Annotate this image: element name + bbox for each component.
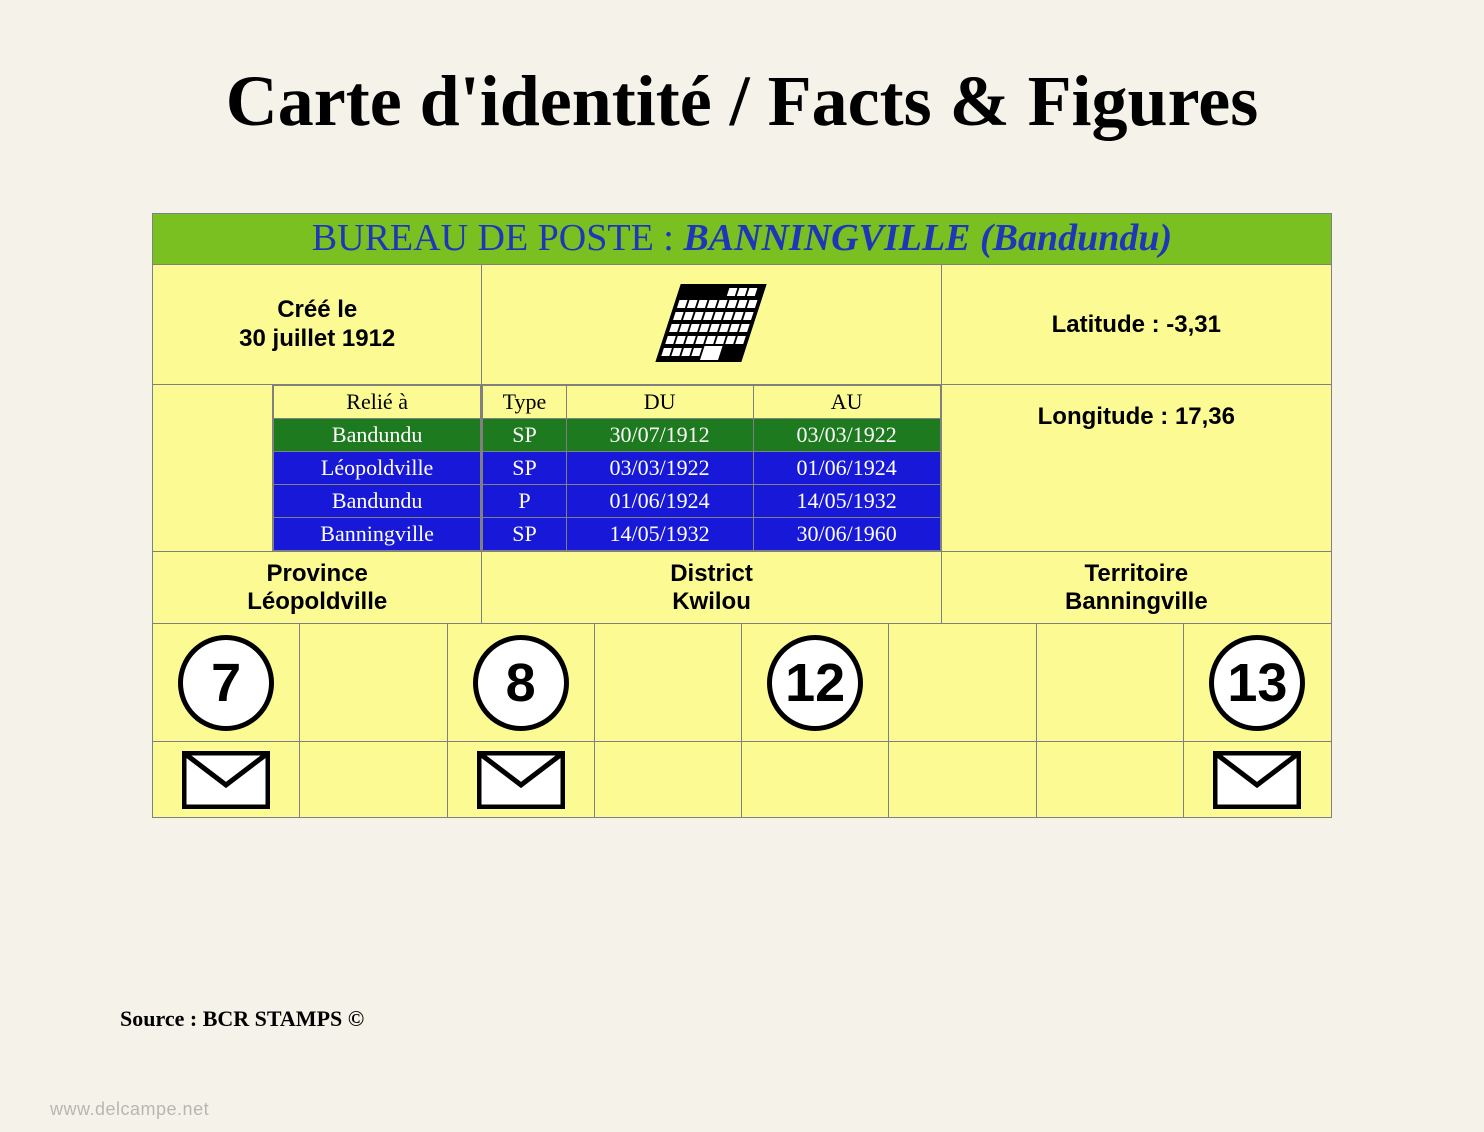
calendar-cell — [482, 265, 941, 385]
territoire-value: Banningville — [1065, 588, 1208, 616]
envelope-cell — [153, 742, 300, 818]
number-cell-empty — [595, 624, 742, 742]
row2-spacer — [153, 385, 273, 552]
number-cell: 7 — [153, 624, 300, 742]
header-prefix: BUREAU DE POSTE : — [312, 217, 684, 259]
relie-row: Bandundu — [273, 485, 481, 518]
created-line2: 30 juillet 1912 — [239, 325, 395, 354]
envelope-icon — [1213, 751, 1301, 809]
territoire-cell: Territoire Banningville — [942, 552, 1331, 624]
page-title: Carte d'identité / Facts & Figures — [60, 60, 1424, 143]
envelope-cell-empty — [742, 742, 889, 818]
district-label: District — [670, 560, 753, 588]
relie-cell: Relié à Bandundu Léopoldville Bandundu B… — [273, 385, 483, 552]
numbers-row: 7 8 12 13 — [153, 624, 1331, 742]
longitude-cell: Longitude : 17,36 — [942, 385, 1331, 552]
period-au: 30/06/1960 — [753, 518, 940, 551]
envelope-cell-empty — [889, 742, 1036, 818]
number-cell: 12 — [742, 624, 889, 742]
number-circle: 13 — [1209, 635, 1305, 731]
province-cell: Province Léopoldville — [153, 552, 482, 624]
number-circle: 7 — [178, 635, 274, 731]
period-au: 01/06/1924 — [753, 452, 940, 485]
period-cell: Type DU AU SP 30/07/1912 03/03/1922 SP 0… — [482, 385, 941, 552]
period-du: 01/06/1924 — [566, 485, 753, 518]
facts-card: BUREAU DE POSTE : BANNINGVILLE (Bandundu… — [152, 213, 1332, 818]
number-cell-empty — [300, 624, 447, 742]
envelope-cell-empty — [1037, 742, 1184, 818]
header-name: BANNINGVILLE (Bandundu) — [683, 217, 1172, 259]
number-cell-empty — [1037, 624, 1184, 742]
created-line1: Créé le — [277, 296, 357, 325]
province-value: Léopoldville — [247, 588, 387, 616]
col-au: AU — [753, 386, 940, 419]
province-label: Province — [267, 560, 368, 588]
number-circle: 8 — [473, 635, 569, 731]
longitude-value: Longitude : 17,36 — [1038, 403, 1235, 431]
period-du: 14/05/1932 — [566, 518, 753, 551]
relie-header: Relié à — [273, 386, 481, 419]
number-cell: 13 — [1184, 624, 1331, 742]
period-type: SP — [483, 452, 566, 485]
envelope-cell — [1184, 742, 1331, 818]
calendar-icon — [652, 280, 772, 370]
relie-row: Bandundu — [273, 419, 481, 452]
envelope-cell-empty — [300, 742, 447, 818]
latitude-cell: Latitude : -3,31 — [942, 265, 1331, 385]
created-cell: Créé le 30 juillet 1912 — [153, 265, 482, 385]
col-du: DU — [566, 386, 753, 419]
envelope-icon — [182, 751, 270, 809]
header-bar: BUREAU DE POSTE : BANNINGVILLE (Bandundu… — [153, 214, 1331, 265]
period-table: Type DU AU SP 30/07/1912 03/03/1922 SP 0… — [482, 385, 940, 551]
territoire-label: Territoire — [1085, 560, 1189, 588]
envelope-cell — [448, 742, 595, 818]
number-cell: 8 — [448, 624, 595, 742]
period-au: 14/05/1932 — [753, 485, 940, 518]
district-cell: District Kwilou — [482, 552, 941, 624]
period-type: SP — [483, 419, 566, 452]
district-value: Kwilou — [672, 588, 751, 616]
envelopes-row — [153, 742, 1331, 818]
latitude-value: Latitude : -3,31 — [1052, 311, 1221, 339]
number-circle: 12 — [767, 635, 863, 731]
number-cell-empty — [889, 624, 1036, 742]
period-au: 03/03/1922 — [753, 419, 940, 452]
source-credit: Source : BCR STAMPS © — [120, 1006, 364, 1032]
period-type: P — [483, 485, 566, 518]
envelope-icon — [477, 751, 565, 809]
relie-table: Relié à Bandundu Léopoldville Bandundu B… — [273, 385, 482, 551]
watermark: www.delcampe.net — [50, 1099, 209, 1120]
relie-row: Banningville — [273, 518, 481, 551]
relie-row: Léopoldville — [273, 452, 481, 485]
period-type: SP — [483, 518, 566, 551]
period-du: 03/03/1922 — [566, 452, 753, 485]
envelope-cell-empty — [595, 742, 742, 818]
col-type: Type — [483, 386, 566, 419]
period-du: 30/07/1912 — [566, 419, 753, 452]
